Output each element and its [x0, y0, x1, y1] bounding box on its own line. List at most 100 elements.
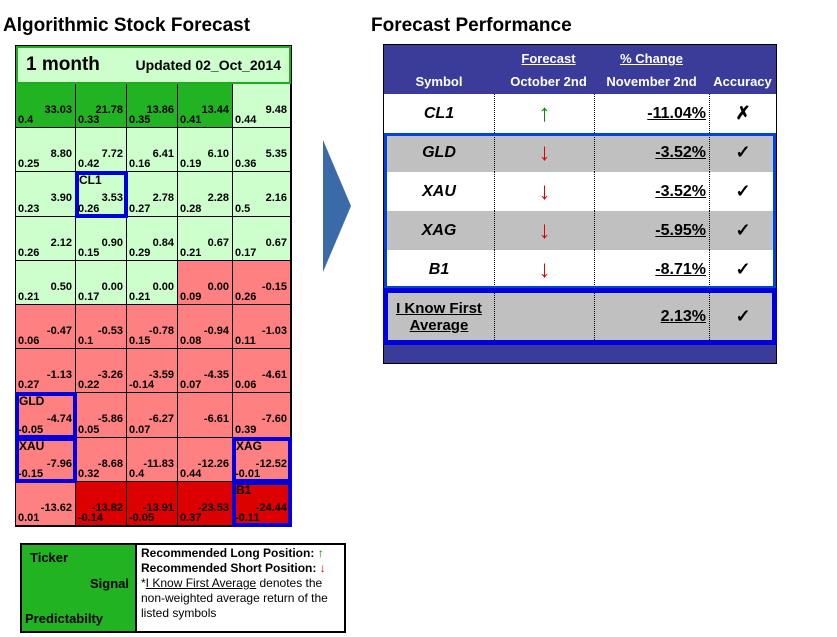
cell-predictability: 0.07	[180, 379, 202, 392]
heatmap-cell: -0.15 0.26	[233, 260, 291, 305]
cell-predictability: 0.35	[129, 114, 151, 127]
heatmap-cell: 0.00 0.21	[127, 260, 178, 305]
header-symbol: Symbol	[415, 74, 463, 89]
heatmap-cell: 2.16 0.5	[233, 172, 291, 217]
average-label-1: I Know First	[396, 299, 482, 317]
row-change: -5.95%	[594, 211, 709, 250]
heatmap-cell: -11.83 0.4	[127, 437, 178, 482]
check-icon: ✓	[709, 133, 776, 172]
cell-predictability: 0.4	[129, 467, 145, 480]
heatmap-cell: 0.50 0.21	[16, 260, 76, 305]
heatmap-header: 1 month Updated 02_Oct_2014	[16, 46, 291, 84]
cell-predictability: 0.37	[180, 511, 202, 524]
header-change: % Change	[620, 51, 683, 66]
legend: Ticker Signal Predictabilty Recommended …	[20, 543, 346, 633]
cell-signal: 2.28	[207, 192, 229, 205]
cell-signal: 0.00	[101, 280, 123, 293]
row-symbol: B1	[428, 260, 450, 278]
cell-predictability: 0.21	[18, 290, 40, 303]
legend-avg-link: I Know First Average	[145, 576, 257, 590]
down-arrow-icon: ↓	[494, 250, 594, 289]
cell-predictability: 0.25	[18, 158, 40, 171]
cell-signal: -12.26	[197, 457, 229, 470]
row-symbol: XAG	[421, 221, 457, 239]
header-date1: October 2nd	[510, 74, 587, 89]
heatmap-cell: 13.44 0.41	[178, 84, 233, 129]
cell-predictability: 0.21	[129, 290, 151, 303]
average-label-2: Average	[409, 316, 469, 334]
cell-signal: 0.84	[152, 236, 174, 249]
heatmap-cell: -12.26 0.44	[178, 437, 233, 482]
cell-predictability: 0.06	[18, 335, 40, 348]
chevron-right-icon	[323, 140, 351, 272]
cell-signal: 5.35	[265, 148, 287, 161]
cell-signal: -4.74	[46, 413, 72, 426]
legend-key: Ticker Signal Predictabilty	[22, 545, 137, 631]
cell-signal: -1.03	[261, 325, 287, 337]
cell-predictability: 0.15	[129, 335, 151, 348]
cell-predictability: 0.44	[180, 467, 202, 480]
cell-ticker: XAG	[236, 438, 263, 453]
cell-predictability: 0.41	[180, 114, 202, 127]
cell-signal: -6.61	[203, 413, 229, 426]
heatmap-cell: -1.03 0.11	[233, 305, 291, 350]
cell-predictability: 0.11	[235, 335, 256, 348]
cell-signal: 0.90	[101, 236, 123, 249]
cell-signal: -0.94	[203, 325, 229, 337]
heatmap-cell: 0.84 0.29	[127, 216, 178, 261]
cell-signal: -4.35	[203, 369, 229, 382]
cell-predictability: 0.17	[78, 290, 100, 303]
cell-signal: 0.50	[50, 280, 72, 293]
cell-signal: -13.62	[40, 501, 72, 514]
cell-signal: -13.82	[91, 501, 123, 514]
heatmap-grid: 33.03 0.4 21.78 0.33 13.86 0.35 13.44 0.41 9.48 0…	[15, 84, 292, 527]
heatmap-cell: 3.90 0.23	[16, 172, 76, 217]
heatmap-cell: -0.78 0.15	[127, 305, 178, 350]
row-change: -3.52%	[594, 133, 709, 172]
cell-predictability: 0.44	[235, 114, 257, 127]
cell-predictability: 0.36	[235, 158, 257, 171]
legend-predictability: Predictabilty	[25, 611, 104, 626]
cell-signal: -7.96	[46, 457, 72, 470]
cell-signal: -12.52	[255, 457, 287, 470]
cell-signal: -6.27	[148, 413, 174, 426]
cell-predictability: -0.14	[78, 511, 104, 524]
heatmap-cell: -0.94 0.08	[178, 305, 233, 350]
heatmap-cell: XAU -7.96 -0.15	[15, 436, 77, 483]
down-arrow-icon: ↓	[494, 133, 594, 172]
cell-predictability: 0.09	[180, 290, 202, 303]
cell-signal: -1.13	[46, 369, 72, 382]
cell-predictability: -0.05	[129, 511, 155, 524]
cell-signal: 0.00	[207, 280, 229, 293]
cell-predictability: 0.29	[129, 246, 151, 259]
cell-ticker: CL1	[79, 173, 102, 188]
check-icon: ✓	[709, 289, 776, 344]
header-accuracy: Accuracy	[713, 74, 772, 89]
check-icon: ✓	[709, 211, 776, 250]
heatmap-cell: B1 -24.44 -0.11	[232, 480, 292, 527]
cell-predictability: 0.06	[235, 379, 257, 392]
updated-label: Updated 02_Oct_2014	[135, 57, 281, 73]
heatmap-cell: CL1 3.53 0.26	[75, 171, 128, 218]
cell-signal: -5.86	[97, 413, 123, 426]
cell-signal: -24.44	[255, 501, 287, 514]
cell-signal: 13.86	[146, 104, 174, 116]
heatmap-cell: XAG -12.52 -0.01	[232, 436, 292, 483]
cell-signal: 3.53	[101, 192, 123, 205]
cell-predictability: 0.01	[18, 511, 40, 524]
cell-signal: -11.83	[143, 457, 174, 470]
cell-signal: -0.47	[46, 325, 72, 337]
heatmap-cell: -13.82 -0.14	[76, 481, 127, 526]
heatmap-cell: 8.80 0.25	[16, 128, 76, 173]
performance-row: GLD ↓ -3.52% ✓	[384, 133, 776, 172]
cell-ticker: B1	[236, 482, 252, 497]
cell-predictability: 0.26	[78, 202, 100, 215]
cell-predictability: -0.14	[129, 379, 155, 392]
row-symbol: XAU	[422, 182, 456, 200]
heatmap-cell: -0.47 0.06	[16, 305, 76, 350]
heatmap-cell: -7.60 0.39	[233, 393, 291, 438]
heatmap-cell: -3.26 0.22	[76, 349, 127, 394]
heatmap-cell: -4.35 0.07	[178, 349, 233, 394]
average-change: 2.13%	[594, 289, 709, 344]
performance-row: CL1 ↑ -11.04% ✗	[384, 94, 776, 133]
